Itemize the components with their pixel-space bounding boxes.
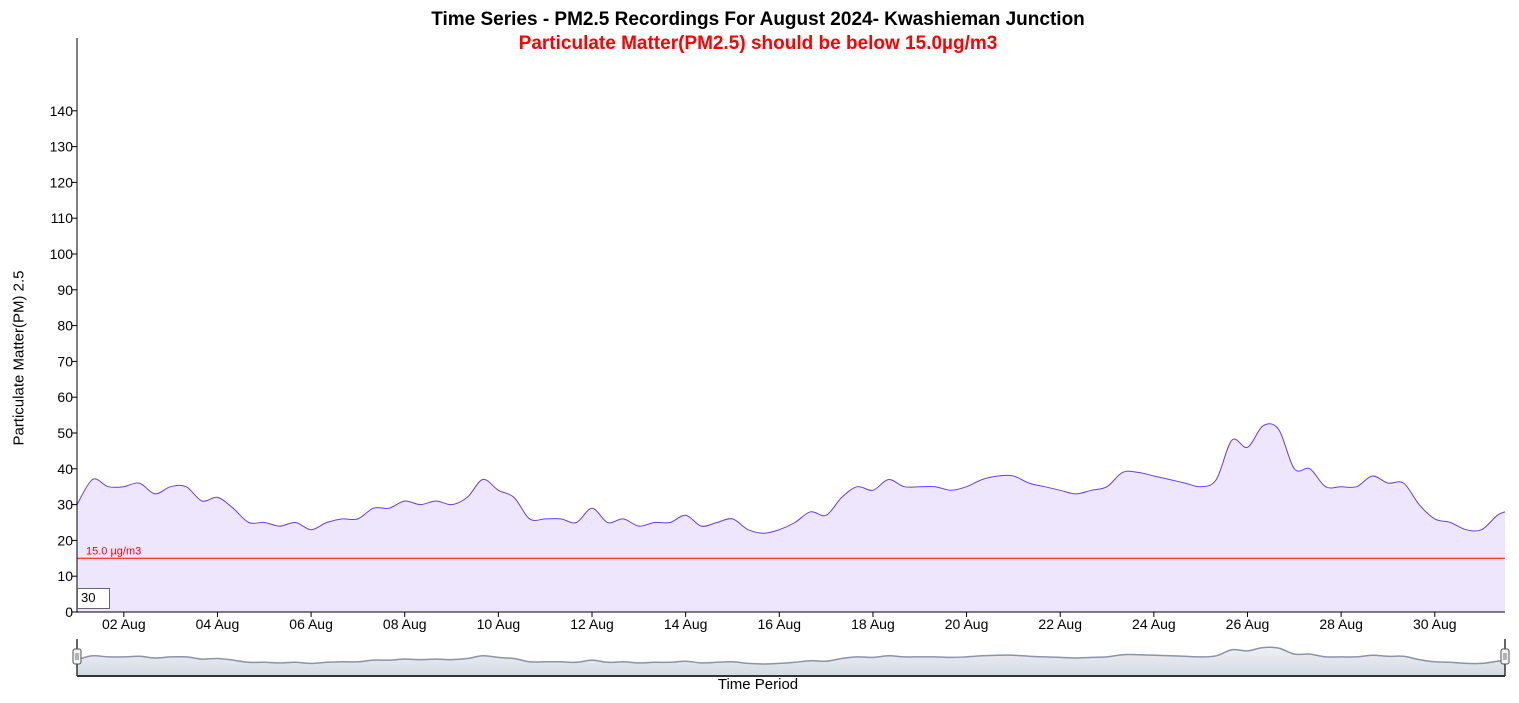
x-tick-label: 10 Aug — [477, 616, 521, 632]
y-tick-label: 130 — [50, 139, 74, 155]
chart-subtitle: Particulate Matter(PM2.5) should be belo… — [518, 33, 998, 54]
navigator-left-handle[interactable] — [72, 648, 82, 665]
navigator-line — [76, 646, 1506, 665]
y-tick-label: 100 — [50, 246, 74, 262]
y-tick-label: 110 — [51, 210, 74, 226]
y-tick-label: 70 — [57, 353, 73, 369]
x-tick-label: 30 Aug — [1413, 616, 1457, 632]
x-tick-label: 26 Aug — [1226, 616, 1270, 632]
y-tick-label: 40 — [57, 461, 73, 477]
x-tick-label: 20 Aug — [945, 616, 989, 632]
y-tick-label: 0 — [65, 604, 73, 620]
y-tick-label: 60 — [57, 389, 73, 405]
x-tick-label: 12 Aug — [570, 616, 614, 632]
x-tick-label: 18 Aug — [851, 616, 895, 632]
y-tick-label: 20 — [57, 532, 73, 548]
threshold-label: 15.0 µg/m3 — [86, 545, 141, 557]
zoom-input[interactable]: 30 — [77, 588, 110, 609]
x-tick-label: 04 Aug — [196, 616, 240, 632]
x-tick-label: 28 Aug — [1319, 616, 1363, 632]
x-tick-label: 14 Aug — [664, 616, 708, 632]
navigator-area — [77, 647, 1505, 676]
series-area — [77, 423, 1505, 612]
y-tick-label: 120 — [50, 174, 74, 190]
y-tick-label: 90 — [57, 282, 73, 298]
x-tick-label: 02 Aug — [102, 616, 146, 632]
x-tick-label: 06 Aug — [289, 616, 333, 632]
x-tick-label: 08 Aug — [383, 616, 427, 632]
y-tick-label: 50 — [57, 425, 73, 441]
y-tick-label: 10 — [57, 568, 73, 584]
y-tick-label: 80 — [57, 318, 73, 334]
y-tick-label: 30 — [57, 497, 73, 513]
navigator-right-handle[interactable] — [1500, 648, 1510, 665]
x-axis-label: Time Period — [717, 676, 799, 693]
x-tick-label: 22 Aug — [1038, 616, 1082, 632]
chart-title: Time Series - PM2.5 Recordings For Augus… — [431, 9, 1085, 30]
x-tick-label: 24 Aug — [1132, 616, 1176, 632]
series-line — [76, 423, 1506, 534]
y-tick-label: 140 — [50, 103, 74, 119]
x-tick-label: 16 Aug — [757, 616, 801, 632]
